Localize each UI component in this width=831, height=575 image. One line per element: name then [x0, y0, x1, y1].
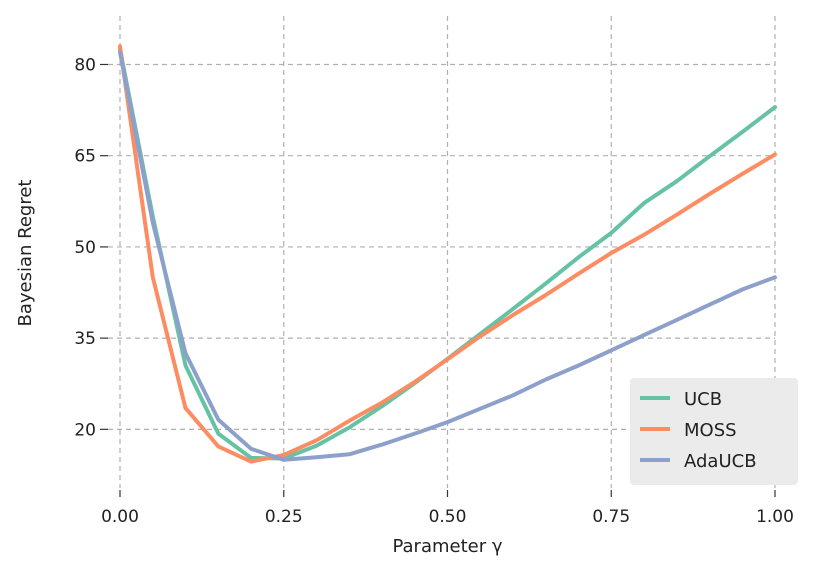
legend-box	[630, 378, 798, 485]
y-tick-label: 65	[74, 147, 96, 167]
y-tick-label: 20	[74, 420, 96, 440]
x-tick-label: 0.75	[592, 507, 630, 527]
series-line-adaucb	[118, 50, 777, 462]
y-tick-label: 80	[74, 55, 96, 75]
x-tick-label: 0.25	[265, 507, 303, 527]
x-tick-label: 0.00	[101, 507, 139, 527]
legend-label-moss: MOSS	[684, 420, 737, 441]
axes: 20 35 50 65 80 0.00 0.25 0.50 0.75 1.00	[74, 55, 794, 527]
legend: UCB MOSS AdaUCB	[630, 378, 798, 485]
series-lines	[118, 44, 777, 464]
y-axis-label: Bayesian Regret	[15, 180, 36, 327]
x-tick-label: 1.00	[756, 507, 794, 527]
x-axis-label: Parameter γ	[392, 536, 502, 557]
series-line-moss	[118, 44, 777, 464]
legend-label-ucb: UCB	[684, 389, 722, 410]
legend-label-adaucb: AdaUCB	[684, 451, 757, 472]
x-tick-label: 0.50	[429, 507, 467, 527]
y-tick-label: 50	[74, 238, 96, 258]
y-tick-label: 35	[74, 329, 96, 349]
